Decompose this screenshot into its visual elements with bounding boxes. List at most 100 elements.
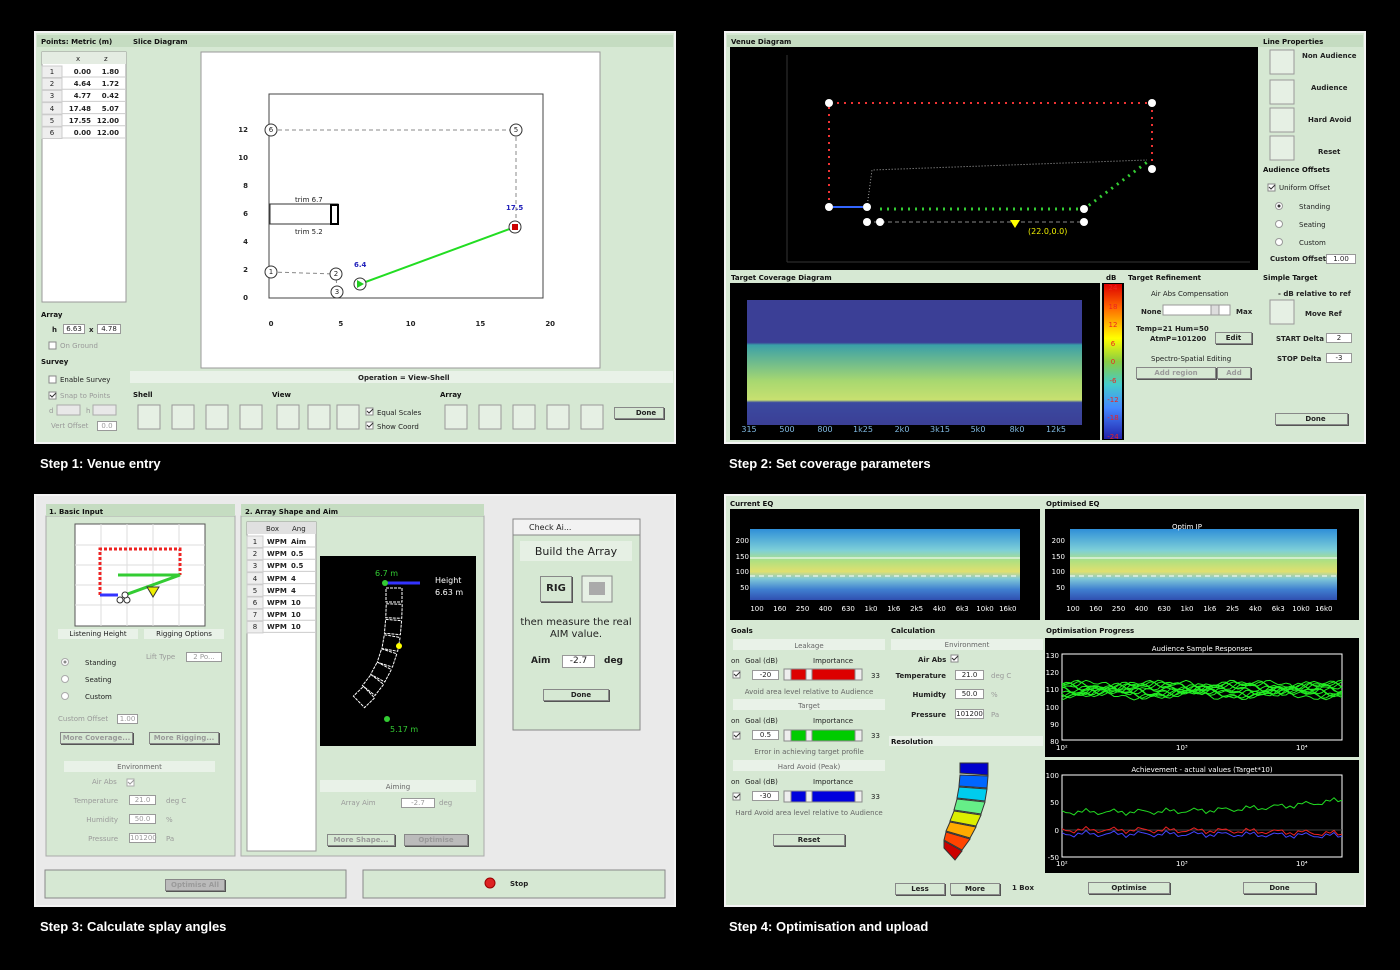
- input-field[interactable]: -3: [1326, 353, 1352, 363]
- shape: [330, 204, 339, 225]
- label: 315: [741, 425, 757, 434]
- label: 250: [1111, 605, 1126, 613]
- label: h: [52, 326, 57, 334]
- input-field[interactable]: 1.00: [117, 714, 138, 724]
- shape: [1275, 238, 1283, 246]
- shape: [41, 102, 63, 115]
- label: 100: [735, 568, 749, 576]
- label: %: [166, 816, 173, 824]
- shape: [48, 375, 57, 384]
- label: 4: [243, 238, 248, 246]
- shape: [1045, 638, 1359, 757]
- shape: [246, 620, 264, 634]
- shape: [732, 654, 959, 801]
- shape: [126, 778, 135, 787]
- button[interactable]: Optimise: [1088, 882, 1170, 894]
- label: 5.17 m: [390, 725, 419, 734]
- button[interactable]: Reset: [773, 834, 845, 846]
- label: STOP Delta: [1277, 355, 1322, 363]
- shape: [943, 831, 971, 851]
- button[interactable]: More Rigging...: [149, 732, 219, 744]
- label: deg C: [991, 672, 1012, 680]
- label: 5: [49, 116, 55, 125]
- input-field[interactable]: 0.5: [752, 730, 779, 740]
- button[interactable]: RIG: [540, 576, 572, 602]
- input-field[interactable]: 6.63: [63, 324, 85, 334]
- input-field[interactable]: -2.7: [562, 655, 595, 668]
- input-field[interactable]: 2 Po...: [186, 652, 222, 662]
- label: Hard Avoid: [1308, 116, 1352, 124]
- button[interactable]: Add: [1217, 367, 1251, 379]
- label: then measure the real AIM value.: [520, 617, 632, 640]
- label: Snap to Points: [60, 392, 111, 400]
- button[interactable]: More Coverage...: [60, 732, 133, 744]
- shape: [750, 529, 1020, 600]
- input-field[interactable]: -20: [752, 670, 779, 680]
- input-field[interactable]: 101200: [129, 833, 157, 843]
- label: 6.7 m: [375, 569, 399, 578]
- shape: [61, 692, 69, 700]
- shape: [1061, 681, 1343, 696]
- label: 3: [334, 288, 340, 296]
- input-field[interactable]: -2.7: [401, 798, 435, 808]
- section-title: Optimised EQ: [1046, 500, 1100, 508]
- button[interactable]: Edit: [1215, 332, 1252, 344]
- label: 12: [1108, 321, 1118, 330]
- caption: Step 3: Calculate splay angles: [40, 919, 227, 934]
- shape: [246, 559, 264, 573]
- label: Custom: [85, 693, 112, 701]
- label: Standing: [1299, 203, 1331, 211]
- shape: [352, 587, 403, 709]
- input-field[interactable]: 50.0: [129, 814, 156, 824]
- input-field[interactable]: 50.0: [955, 689, 984, 699]
- button[interactable]: More: [950, 883, 1000, 895]
- label: 10⁴: [1296, 860, 1308, 868]
- shape: [733, 699, 885, 710]
- button[interactable]: Done: [543, 689, 609, 701]
- input-field[interactable]: -30: [752, 791, 779, 801]
- label: -24: [1107, 432, 1119, 441]
- shape: [205, 404, 229, 430]
- label: 10: [291, 599, 301, 607]
- shape: [121, 591, 129, 599]
- button[interactable]: Optimise: [404, 834, 468, 846]
- input-field[interactable]: 101200: [955, 709, 984, 719]
- section-title: Array: [440, 391, 462, 399]
- label: Humidity: [86, 816, 118, 824]
- label: Box: [266, 525, 280, 533]
- label: Audience: [1311, 84, 1348, 92]
- input-field[interactable]: 1.00: [1326, 254, 1356, 264]
- input-field[interactable]: 4.78: [97, 324, 121, 334]
- label: 6: [1110, 339, 1116, 348]
- input-field[interactable]: 21.0: [955, 670, 984, 680]
- label: 5: [513, 126, 519, 134]
- shape: [727, 35, 1363, 47]
- input-field[interactable]: 0.0: [97, 421, 117, 431]
- input-field[interactable]: 2: [1326, 333, 1352, 343]
- shape: [92, 404, 117, 416]
- button[interactable]: Optimise All: [165, 879, 225, 891]
- shape: [269, 203, 339, 225]
- label: 10: [238, 154, 248, 162]
- shape: [1268, 184, 1276, 190]
- button[interactable]: Done: [1275, 413, 1348, 425]
- label: Goal (dB): [745, 657, 778, 665]
- label: WPM: [267, 623, 287, 632]
- button[interactable]: Less: [895, 883, 945, 895]
- button[interactable]: Done: [614, 407, 664, 419]
- label: Leakage: [794, 642, 824, 650]
- shape: [512, 404, 536, 430]
- shape: [509, 123, 523, 137]
- shape: [1061, 679, 1343, 695]
- shape: [945, 821, 977, 839]
- button[interactable]: Done: [1243, 882, 1316, 894]
- button[interactable]: Add region: [1136, 367, 1216, 379]
- shape: [264, 265, 278, 279]
- shape: [1010, 220, 1020, 228]
- label: 2: [243, 266, 248, 274]
- label: 2: [49, 80, 55, 89]
- shape: [41, 65, 63, 78]
- button[interactable]: More Shape...: [327, 834, 395, 846]
- input-field[interactable]: 21.0: [129, 795, 156, 805]
